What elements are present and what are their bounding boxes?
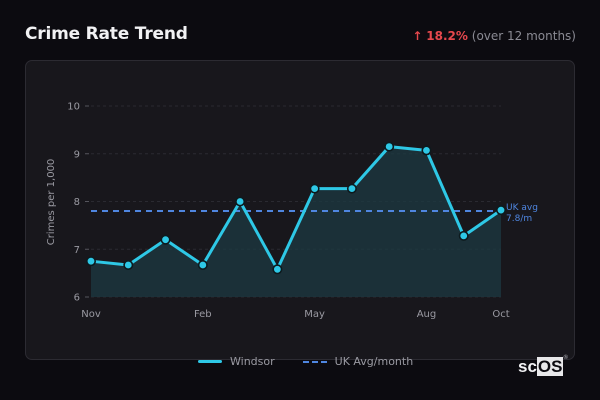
chart-legend: Windsor UK Avg/month <box>198 355 413 368</box>
svg-text:Aug: Aug <box>417 309 437 320</box>
svg-text:7: 7 <box>74 245 80 256</box>
solid-line-swatch-icon <box>198 360 222 363</box>
series-area-fill <box>91 146 501 297</box>
svg-text:8: 8 <box>74 197 80 208</box>
change-period: (over 12 months) <box>471 29 576 43</box>
svg-text:Nov: Nov <box>81 309 101 320</box>
change-summary: ↑ 18.2% (over 12 months) <box>412 29 576 43</box>
arrow-up-icon: ↑ <box>412 29 423 43</box>
svg-text:6: 6 <box>74 293 80 304</box>
legend-item-windsor[interactable]: Windsor <box>198 355 275 368</box>
data-points <box>86 141 506 275</box>
uk-avg-annotation-line1: UK avg <box>506 203 538 213</box>
windsor-series-line <box>90 145 502 271</box>
legend-label-windsor: Windsor <box>230 355 275 368</box>
chart-card <box>25 60 575 360</box>
svg-text:May: May <box>304 309 325 320</box>
svg-text:Oct: Oct <box>492 309 509 320</box>
svg-text:Feb: Feb <box>194 309 212 320</box>
page-title: Crime Rate Trend <box>25 24 188 44</box>
svg-text:10: 10 <box>67 102 80 113</box>
dashed-line-swatch-icon <box>302 360 327 363</box>
change-percent: 18.2% <box>426 29 468 43</box>
y-axis-ticks: 6 7 8 9 10 <box>67 102 89 304</box>
x-axis-ticks: Nov Feb May Aug Oct <box>81 309 509 320</box>
logo-boxed-text: OS <box>536 357 564 376</box>
logo-text: sc <box>518 357 537 376</box>
registered-mark-icon: ® <box>563 355 568 361</box>
legend-item-uk-avg[interactable]: UK Avg/month <box>302 355 414 368</box>
legend-label-uk-avg: UK Avg/month <box>334 355 414 368</box>
y-axis-label: Crimes per 1,000 <box>46 159 57 246</box>
uk-avg-annotation-line2: 7.8/m <box>506 214 532 224</box>
scos-logo: scOS® <box>518 355 568 377</box>
svg-text:9: 9 <box>74 149 80 160</box>
